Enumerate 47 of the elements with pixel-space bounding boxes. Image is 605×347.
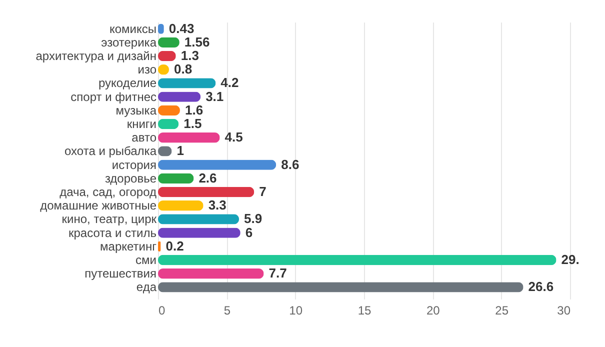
data-label: 26.6: [528, 279, 554, 294]
y-tick-label: рукоделие: [98, 76, 157, 90]
y-tick-label: домашние животные: [40, 198, 157, 213]
data-label: 3.3: [208, 198, 226, 213]
data-label: 0.2: [166, 238, 184, 254]
x-tick-label: 10: [289, 304, 303, 318]
data-label: 3.1: [206, 88, 224, 104]
data-label: 1: [176, 143, 184, 158]
data-label: 7.7: [268, 266, 287, 281]
x-tick-label: 0: [158, 304, 166, 318]
data-label: 1.3: [180, 48, 199, 63]
data-label: 1.6: [184, 102, 204, 118]
data-label: 0.8: [174, 62, 192, 77]
data-label: 8.6: [281, 156, 300, 172]
y-tick-label: изо: [138, 62, 157, 77]
data-label: 6: [245, 224, 253, 240]
y-tick-label: здоровье: [104, 171, 157, 186]
y-tick-label: авто: [132, 130, 157, 145]
data-label: 5.9: [244, 211, 262, 226]
y-tick-label: книги: [126, 117, 156, 131]
x-tick-label: 30: [557, 304, 571, 318]
data-label: 29.: [561, 252, 580, 267]
y-tick-label: кино, театр, цирк: [62, 212, 158, 226]
y-tick-label: еда: [136, 280, 157, 294]
data-label: 1.5: [184, 116, 202, 131]
y-tick-label: эзотерика: [101, 35, 157, 50]
y-tick-label: музыка: [116, 103, 157, 118]
y-tick-label: путешествия: [84, 266, 156, 281]
data-label: 4.5: [224, 130, 243, 145]
data-label: 1.56: [184, 34, 210, 50]
y-tick-label: комиксы: [109, 22, 156, 36]
y-tick-label: охота и рыбалка: [64, 144, 157, 158]
y-tick-label: сми: [136, 253, 156, 267]
y-tick-label: маркетинг: [100, 239, 158, 254]
y-tick-label: красота и стиль: [68, 226, 156, 240]
data-label: 7: [259, 184, 266, 199]
y-tick-label: дача, сад, огород: [60, 185, 156, 199]
data-label: 0.43: [168, 20, 194, 36]
data-label: 4.2: [220, 75, 239, 90]
x-tick-label: 25: [495, 304, 509, 318]
data-label: 2.6: [198, 170, 217, 186]
x-tick-label: 20: [426, 304, 440, 318]
x-tick-label: 5: [224, 304, 231, 318]
y-tick-label: архитектура и дизайн: [36, 49, 156, 63]
x-tick-label: 15: [358, 304, 372, 318]
y-tick-label: спорт и фитнес: [70, 90, 156, 104]
y-tick-label: история: [112, 158, 156, 172]
